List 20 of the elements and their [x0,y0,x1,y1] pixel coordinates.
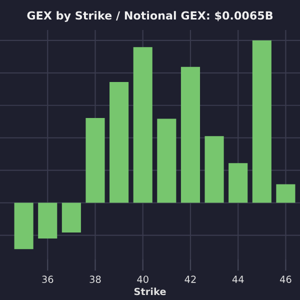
x-tick-label: 36 [42,276,54,283]
bar [86,118,105,203]
bar [204,136,224,203]
bar [14,202,34,250]
x-tick-label: 44 [232,276,244,283]
bar [62,202,81,233]
x-tick-label: 40 [137,276,148,283]
bar [228,163,248,203]
x-tick-label: 38 [90,276,101,283]
bar [110,82,129,203]
bar [157,118,176,203]
bar [276,184,296,203]
x-tick-label: 46 [280,276,292,283]
bar [252,40,272,203]
bar [38,202,58,239]
bar [180,66,200,203]
x-tick-label: 42 [184,276,196,283]
bar [133,47,152,203]
x-axis-title: Strike [134,288,166,296]
chart-title: GEX by Strike / Notional GEX: $0.0065B [27,11,273,22]
